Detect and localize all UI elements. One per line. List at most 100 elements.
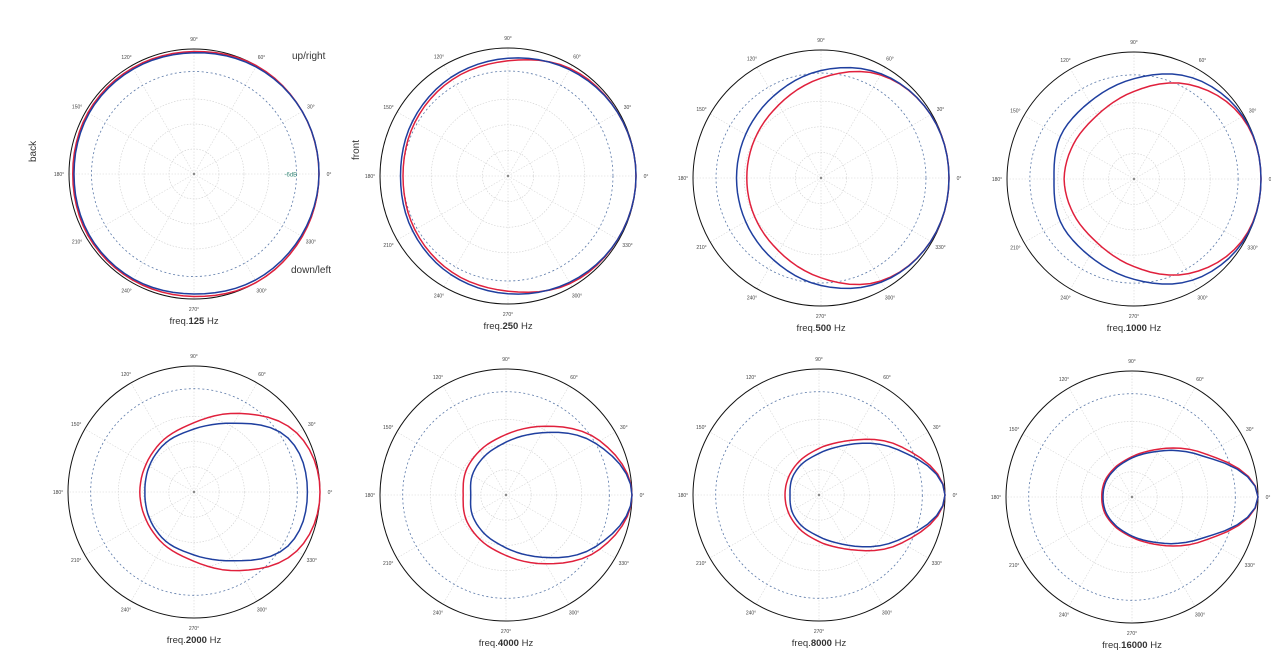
angle-label: 210° [383,243,393,249]
angle-label: 270° [814,629,824,635]
angle-label: 300° [1195,613,1205,619]
grid-spoke [1131,387,1196,498]
angle-label: 120° [747,56,757,62]
back-label: back [28,140,39,162]
grid-spoke [131,65,195,175]
grid-spoke [818,494,929,559]
angle-label: 150° [1009,427,1019,433]
grid-spoke [505,494,616,559]
grid-spoke [507,64,573,177]
angle-label: 330° [307,558,317,564]
grid-spoke [130,491,195,602]
grid-ring [795,152,847,204]
angle-label: 270° [189,307,199,313]
polar-plot-2000: 0° 30° 60° 90° 120° 150° 180° 210° 240° 270° 300° 3… [0,326,333,652]
angle-label: 120° [1059,377,1069,383]
center-dot [819,176,823,180]
angle-label: 60° [570,375,578,381]
caption-prefix: freq. [791,638,811,649]
polar-curve-red [402,58,637,294]
polar-svg: 0° 30° 60° 90° 120° 150° 180° 210° 240° 270° 300° 3… [365,357,645,635]
angle-label: 180° [365,493,375,499]
angle-label: 240° [121,608,131,614]
angle-label: 300° [885,295,895,301]
angle-label: 210° [1009,563,1019,569]
polar-svg: 0° 30° 60° 90° 120° 150° 180° 210° 240° 270° 300° 3… [992,40,1271,320]
angle-label: 0° [327,172,332,178]
polar-plot-8000: 0° 30° 60° 90° 120° 150° 180° 210° 240° 270° 300° 3… [636,326,958,652]
angle-label: 30° [1246,427,1254,433]
angle-label: 330° [306,239,316,245]
polar-svg: 0° 30° 60° 90° 120° 150° 180° 210° 240° 270° 300° 3… [365,36,649,318]
grid-spoke [442,494,507,605]
angle-label: 150° [72,104,82,110]
front-label: front [351,139,362,160]
angle-label: 330° [935,245,945,251]
caption-unit: Hz [1147,640,1162,651]
angle-label: 30° [933,425,941,431]
caption-unit: Hz [204,316,219,327]
grid-spoke [1133,68,1198,180]
plot-caption: freq.1000 Hz [975,323,1271,334]
grid-spoke [1022,433,1133,498]
caption-unit: Hz [1146,323,1162,334]
grid-spoke [820,177,933,243]
angle-label: 330° [619,561,629,567]
angle-label: 90° [1128,359,1136,365]
grid-ring [143,123,245,225]
polar-curve-blue [1053,73,1262,285]
angle-label: 240° [434,293,444,299]
angle-label: 330° [622,243,632,249]
angle-label: 120° [121,372,131,378]
polar-curve-red [784,438,946,552]
angle-label: 300° [256,289,266,295]
angle-label: 60° [883,375,891,381]
polar-curve-blue [469,431,633,559]
grid-spoke [1131,496,1242,561]
polar-curve-blue [1102,449,1259,545]
center-dot [817,493,821,497]
angle-label: 90° [817,38,825,44]
grid-spoke [193,382,258,493]
angle-label: 240° [746,611,756,617]
grid-spoke [507,175,573,288]
grid-spoke [820,66,886,179]
grid-spoke [193,111,303,175]
grid-spoke [443,64,509,177]
caption-prefix: freq. [478,638,498,649]
center-dot [1130,495,1134,499]
grid-spoke [85,173,195,237]
angle-label: 240° [433,611,443,617]
angle-label: 240° [121,289,131,295]
angle-label: 90° [190,354,198,360]
grid-spoke [130,382,195,493]
angle-label: 240° [747,295,757,301]
plot-caption: freq.16000 Hz [973,640,1271,651]
reference-ring [90,388,298,596]
grid-spoke [193,491,258,602]
grid-spoke [131,173,195,283]
reference-ring [91,71,297,277]
center-dot [506,174,510,178]
grid-spoke [193,65,257,175]
caption-unit: Hz [831,323,846,334]
angle-label: 0° [644,174,649,180]
angle-label: 150° [696,425,706,431]
angle-label: 330° [1247,245,1257,251]
angle-label: 150° [1010,108,1020,114]
angle-label: 210° [71,558,81,564]
angle-label: 0° [640,493,645,499]
caption-prefix: freq. [169,316,189,327]
grid-ring [430,98,586,254]
grid-spoke [756,66,822,179]
angle-label: 0° [957,176,962,182]
caption-prefix: freq. [166,635,186,646]
plot-caption: freq.500 Hz [662,323,980,334]
angle-label: 180° [678,493,688,499]
angle-label: 300° [569,611,579,617]
angle-label: 330° [1245,563,1255,569]
caption-unit: Hz [518,321,533,332]
grid-spoke [507,175,620,241]
angle-label: 180° [678,176,688,182]
polar-plot-250: 0° 30° 60° 90° 120° 150° 180° 210° 240° 270° 300° 3… [318,0,649,332]
